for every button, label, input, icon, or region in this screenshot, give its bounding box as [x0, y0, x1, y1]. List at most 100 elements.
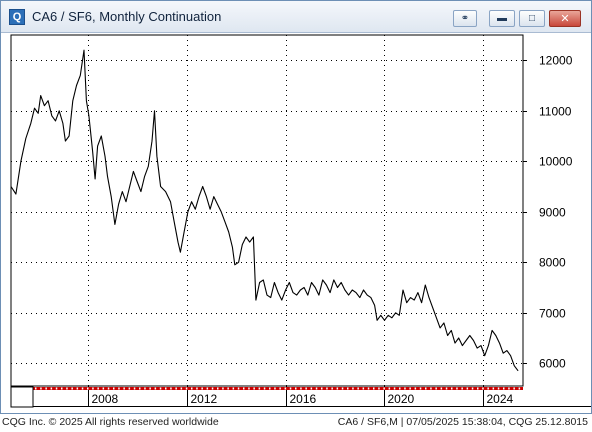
time-axis-tick — [419, 387, 422, 390]
time-axis-tick — [440, 387, 443, 390]
time-axis-tick — [175, 387, 177, 390]
time-axis-tick — [357, 387, 359, 390]
link-button[interactable]: ⚭ — [453, 10, 477, 27]
time-axis-tick — [92, 387, 94, 390]
time-axis-tick — [102, 387, 105, 390]
y-tick-label: 9000 — [539, 206, 566, 220]
time-axis-tick — [367, 387, 370, 390]
time-axis-tick — [310, 387, 313, 390]
time-axis-tick — [497, 387, 500, 390]
time-axis-tick — [248, 387, 250, 390]
time-axis-tick — [154, 387, 157, 390]
time-axis-tick — [414, 387, 417, 390]
y-tick-label: 12000 — [539, 54, 573, 68]
time-axis-tick — [305, 387, 307, 390]
time-axis-tick — [159, 387, 162, 390]
close-icon: ✕ — [560, 13, 570, 25]
time-axis-tick — [118, 387, 120, 390]
x-tick-label: 2020 — [388, 392, 415, 406]
time-axis-tick — [263, 387, 266, 390]
time-axis-tick — [425, 387, 427, 390]
time-axis-tick — [445, 387, 448, 390]
minimize-icon: ▬ — [497, 13, 507, 24]
time-axis-tick — [362, 387, 365, 390]
time-axis-tick — [180, 387, 183, 390]
axis-corner-box — [10, 386, 34, 408]
time-axis-tick — [373, 387, 375, 390]
maximize-button[interactable]: □ — [519, 10, 545, 27]
time-axis-tick — [45, 387, 47, 390]
y-tick-label: 11000 — [539, 105, 572, 119]
time-axis-band — [33, 387, 523, 390]
time-axis-tick — [35, 387, 37, 390]
time-axis-tick — [508, 387, 510, 390]
time-axis-tick — [149, 387, 151, 390]
y-tick-label: 6000 — [539, 357, 566, 371]
copyright-text: CQG Inc. © 2025 All rights reserved worl… — [2, 416, 219, 428]
time-axis-tick — [518, 387, 521, 390]
time-axis-tick — [237, 387, 240, 390]
time-axis-tick — [258, 387, 261, 390]
time-axis-tick — [331, 387, 333, 390]
close-button[interactable]: ✕ — [549, 10, 581, 27]
time-axis-tick — [461, 387, 463, 390]
maximize-icon: □ — [528, 13, 536, 24]
price-chart[interactable]: 6000 7000 8000 9000 10000 11000 12000 2008 2012 2… — [1, 33, 591, 413]
time-axis-tick — [206, 387, 209, 390]
time-axis-tick — [471, 387, 474, 390]
time-axis-tick — [253, 387, 255, 390]
time-axis-tick — [196, 387, 198, 390]
time-axis-tick — [451, 387, 453, 390]
time-axis-tick — [279, 387, 281, 390]
time-axis-tick — [133, 387, 136, 390]
time-axis-tick — [347, 387, 349, 390]
y-tick-label: 8000 — [539, 256, 566, 270]
time-axis-tick — [211, 387, 214, 390]
plot-frame — [10, 34, 524, 387]
price-series-line — [10, 49, 519, 372]
chart-area[interactable]: 6000 7000 8000 9000 10000 11000 12000 2008 2012 2… — [1, 33, 591, 413]
time-axis-tick — [503, 387, 505, 390]
time-axis-tick — [336, 387, 339, 390]
time-axis-tick — [274, 387, 276, 390]
time-axis-tick — [61, 387, 63, 390]
time-axis-tick — [123, 387, 125, 390]
time-axis-tick — [217, 387, 219, 390]
time-axis-tick — [393, 387, 396, 390]
time-axis-tick — [295, 387, 297, 390]
time-axis-tick — [466, 387, 469, 390]
time-axis-tick — [128, 387, 131, 390]
time-axis-tick — [139, 387, 141, 390]
time-axis-tick — [326, 387, 328, 390]
time-axis-tick — [66, 387, 68, 390]
time-axis-tick — [191, 387, 193, 390]
time-axis-tick — [87, 387, 89, 390]
time-axis-tick — [435, 387, 437, 390]
time-axis-tick — [487, 387, 489, 390]
title-bar[interactable]: Q CA6 / SF6, Monthly Continuation ⚭ ▬ □ … — [1, 1, 591, 33]
cqg-app-icon: Q — [9, 9, 25, 25]
chart-window: Q CA6 / SF6, Monthly Continuation ⚭ ▬ □ … — [0, 0, 592, 414]
time-axis-tick — [165, 387, 167, 390]
time-axis-tick — [321, 387, 323, 390]
time-axis-tick — [97, 387, 99, 390]
time-axis-tick — [378, 387, 380, 390]
time-axis-tick — [477, 387, 479, 390]
time-axis-tick — [201, 387, 203, 390]
time-axis-tick — [341, 387, 344, 390]
time-axis-tick — [404, 387, 406, 390]
x-tick-label: 2016 — [290, 392, 317, 406]
time-axis-tick — [388, 387, 391, 390]
time-axis-tick — [71, 387, 73, 390]
time-axis-tick — [269, 387, 271, 390]
time-axis-tick — [227, 387, 229, 390]
x-tick-label: 2024 — [487, 392, 514, 406]
time-axis-tick — [185, 387, 188, 390]
time-axis-tick — [107, 387, 110, 390]
time-axis-tick — [50, 387, 53, 390]
time-axis-tick — [76, 387, 79, 390]
x-tick-label: 2008 — [92, 392, 119, 406]
time-axis-tick — [170, 387, 172, 390]
minimize-button[interactable]: ▬ — [489, 10, 515, 27]
window-title: CA6 / SF6, Monthly Continuation — [32, 9, 222, 24]
